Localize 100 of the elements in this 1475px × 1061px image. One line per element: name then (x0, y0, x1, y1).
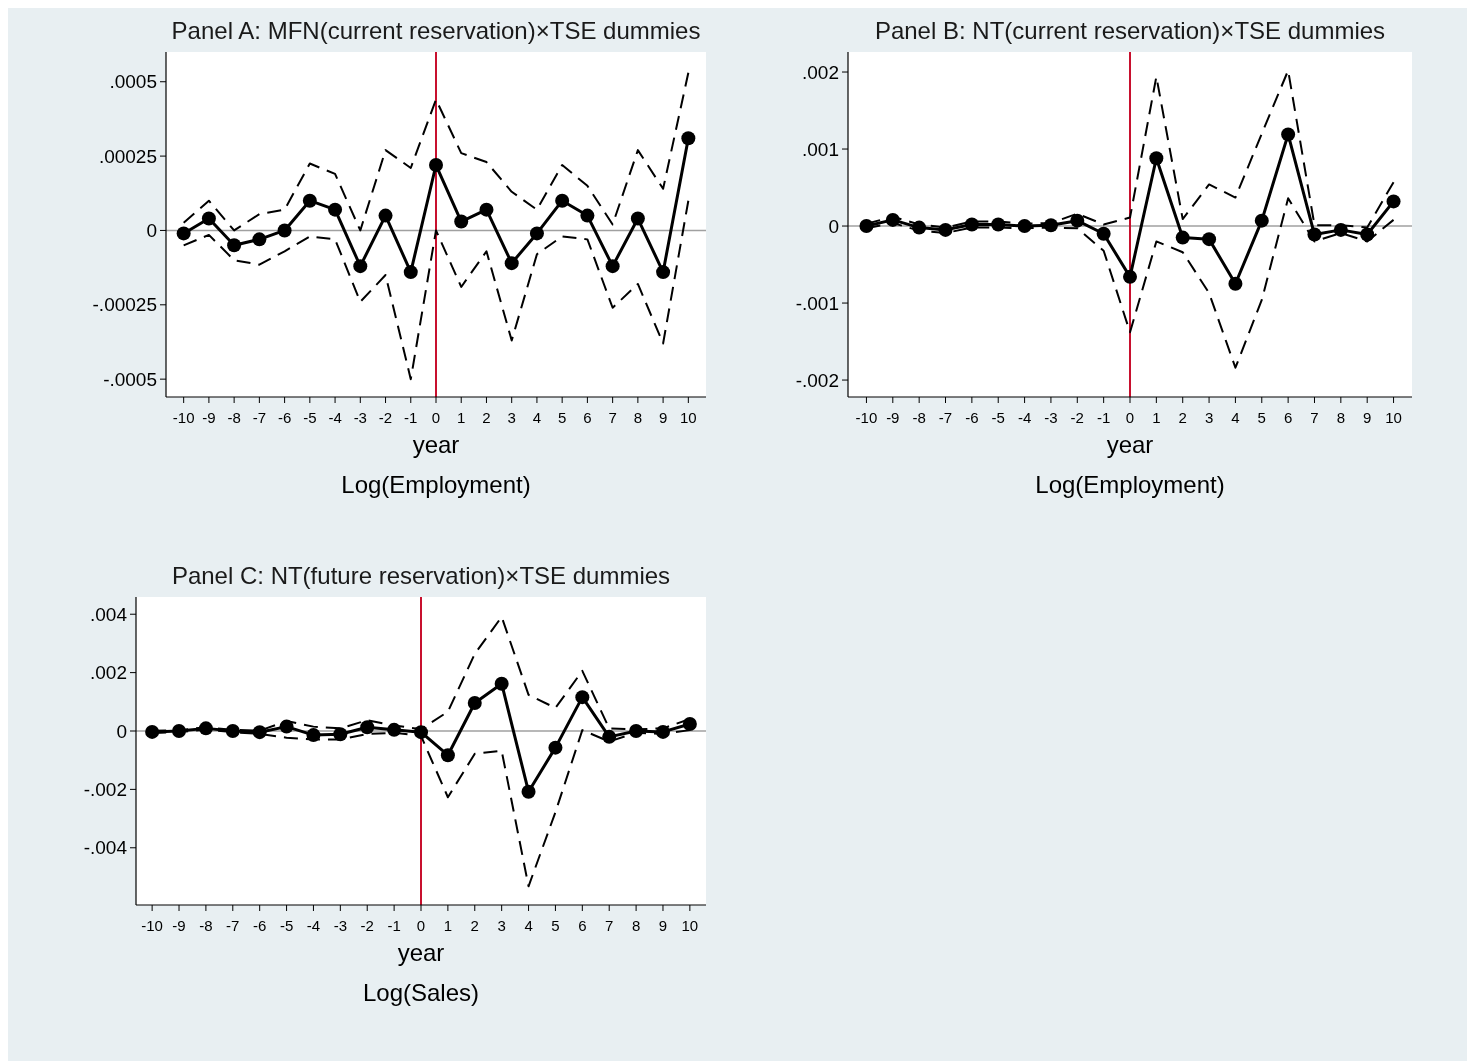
x-tick-label: 7 (605, 917, 614, 934)
x-tick-label: 7 (608, 409, 617, 426)
line-series (182, 71, 690, 232)
x-tick-label: 9 (658, 917, 668, 934)
line-series (182, 199, 690, 381)
x-tick-label: -5 (303, 409, 317, 426)
x-tick-label: -2 (378, 409, 393, 426)
y-tick-label: .002 (90, 662, 127, 684)
point (454, 214, 469, 229)
x-axis-title: year (412, 431, 460, 458)
x-tick-label: -5 (991, 409, 1005, 426)
x-tick-label: -3 (353, 409, 367, 426)
text: Log(Employment) (1035, 471, 1225, 498)
y-tick-label: 0 (146, 220, 157, 242)
chart-title: Panel A: MFN(current reservation)×TSE dummies (171, 17, 701, 44)
y-tick-label: -.0005 (103, 368, 157, 390)
x-tick-label: 8 (631, 917, 641, 934)
y-tick-label: .00025 (98, 145, 157, 167)
point (360, 720, 375, 735)
y-tick-label: -.002 (83, 779, 127, 801)
x-tick-label: -6 (965, 409, 979, 426)
point (467, 695, 482, 710)
x-tick-label: -4 (328, 409, 342, 426)
point (328, 202, 343, 217)
x-tick-label: 0 (416, 917, 426, 934)
point (201, 211, 216, 226)
x-tick-label: -1 (387, 917, 401, 934)
x-tick-label: 9 (658, 409, 668, 426)
point (227, 238, 242, 253)
y-tick-label: -.00025 (92, 294, 157, 316)
x-tick-label: 10 (681, 917, 699, 934)
y-tick-label: .004 (90, 603, 128, 625)
x-tick-label: 6 (583, 409, 592, 426)
point (1281, 127, 1296, 142)
x-tick-label: 3 (497, 917, 506, 934)
point (602, 729, 617, 744)
x-tick-label: -1 (1096, 409, 1111, 426)
point (252, 232, 267, 247)
x-tick-label: -8 (912, 409, 926, 426)
x-tick-label: -9 (202, 409, 216, 426)
x-axis-title: year (1106, 431, 1154, 458)
point (440, 748, 455, 763)
x-tick-label: 3 (1204, 409, 1214, 426)
x-tick-label: 10 (679, 409, 697, 426)
x-tick-label: -3 (333, 917, 348, 934)
point (605, 259, 620, 274)
point (580, 208, 595, 223)
point (1228, 276, 1243, 291)
point (1202, 232, 1217, 247)
x-tick-label: -8 (227, 409, 241, 426)
x-tick-label: 6 (578, 917, 587, 934)
y-tick-label: 0 (116, 720, 127, 742)
point (1175, 230, 1190, 245)
x-tick-label: 1 (443, 917, 453, 934)
point (1096, 226, 1111, 241)
y-tick-label: -.004 (83, 837, 128, 859)
point (548, 740, 563, 755)
x-tick-label: 2 (470, 917, 479, 934)
point (1386, 194, 1401, 209)
x-tick-label: -7 (252, 409, 267, 426)
point (1070, 213, 1085, 228)
x-tick-label: -3 (1044, 409, 1058, 426)
x-tick-label: 4 (532, 409, 542, 426)
point (353, 259, 368, 274)
point (429, 158, 443, 173)
x-tick-label: -4 (306, 917, 321, 934)
x-tick-label: -5 (279, 917, 294, 934)
point (630, 211, 645, 226)
x-tick-label: 8 (1336, 409, 1346, 426)
x-tick-label: 0 (1125, 409, 1135, 426)
x-tick-label: -10 (855, 409, 878, 426)
point (521, 784, 536, 799)
x-tick-label: -7 (938, 409, 953, 426)
chart-title: Panel C: NT(future reservation)×TSE dummies (171, 562, 671, 589)
point (529, 226, 544, 241)
x-tick-label: 8 (633, 409, 643, 426)
y-tick-label: -.001 (795, 292, 839, 314)
x-tick-label: 6 (1283, 409, 1293, 426)
x-tick-label: 1 (1152, 409, 1161, 426)
point (1149, 151, 1164, 166)
x-tick-label: -2 (1070, 409, 1084, 426)
point (494, 676, 509, 691)
point (575, 690, 590, 705)
x-tick-label: 5 (551, 917, 560, 934)
x-tick-label: 1 (457, 409, 466, 426)
point (504, 256, 519, 271)
x-tick-label: -9 (172, 917, 186, 934)
y-tick-label: .002 (802, 61, 839, 83)
point (1254, 213, 1269, 228)
point (176, 226, 191, 241)
x-tick-label: -7 (226, 917, 240, 934)
x-tick-label: -6 (277, 409, 292, 426)
y-tick-label: .0005 (109, 71, 157, 93)
point (555, 193, 570, 208)
x-tick-label: -9 (886, 409, 900, 426)
y-tick-label: .001 (802, 138, 839, 160)
y-tick-label: -.002 (795, 369, 839, 391)
point (277, 223, 292, 238)
chart-title: Panel B: NT(current reservation)×TSE dummies (874, 17, 1386, 44)
x-tick-label: 10 (1385, 409, 1402, 426)
